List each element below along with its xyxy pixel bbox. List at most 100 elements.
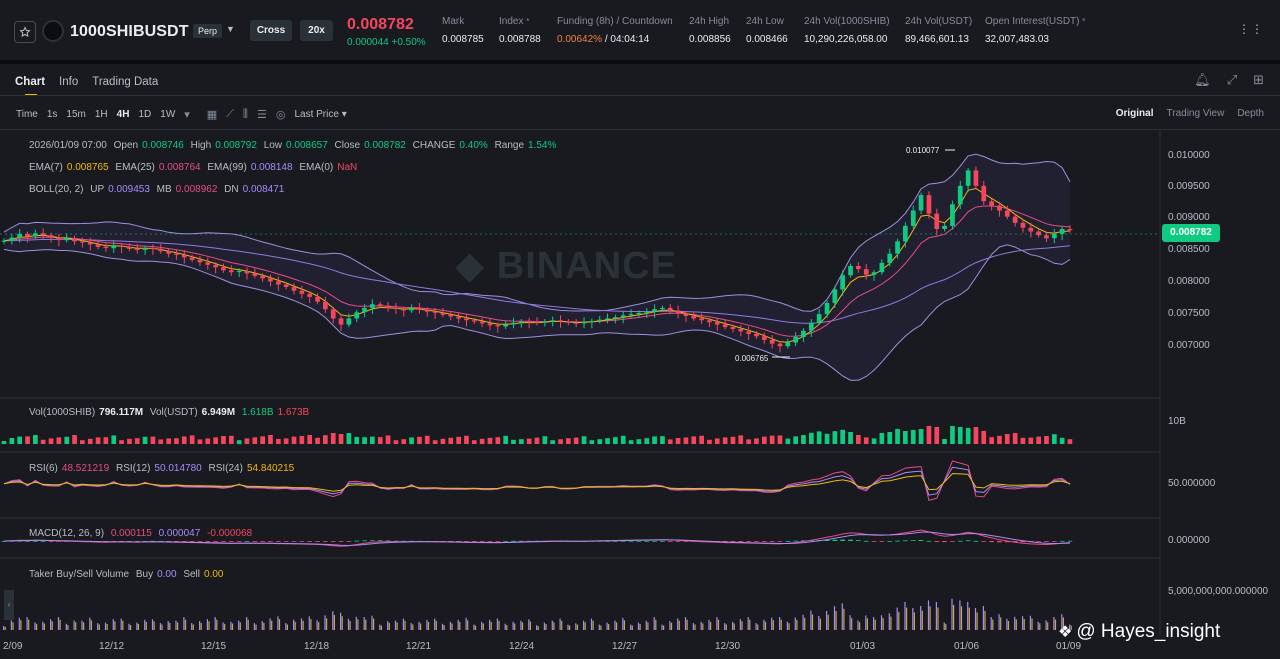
candle-body [72, 238, 77, 242]
taker-buy-bar [543, 622, 545, 630]
volume-bar [448, 437, 454, 444]
candle-body [354, 312, 360, 319]
more-icon[interactable]: ⋮⋮ [1238, 22, 1264, 36]
symbol-name[interactable]: 1000SHIBUSDT [70, 23, 189, 40]
tab-info[interactable]: Info [59, 76, 79, 88]
candle-body [95, 244, 101, 247]
taker-buy-bar [355, 616, 357, 630]
volume-bar [511, 439, 516, 444]
candle-body [64, 238, 70, 241]
interval-1s[interactable]: 1s [46, 109, 58, 120]
candle-body [895, 241, 900, 254]
margin-mode-button[interactable]: Cross [250, 20, 292, 41]
favorite-star-icon[interactable] [14, 21, 36, 43]
taker-buy-bar [26, 617, 28, 630]
interval-1h[interactable]: 1H [94, 109, 108, 120]
taker-sell-bar [655, 619, 657, 630]
date-label: 12/15 [201, 641, 227, 652]
taker-sell-bar [796, 620, 798, 630]
expand-left-icon[interactable]: ‹ [4, 590, 14, 620]
stat-24h-vol-coin: 24h Vol(1000SHIB) 10,290,226,058.00 [804, 16, 890, 45]
volume-bar [432, 440, 438, 444]
interval-dropdown-icon[interactable]: ▾ [184, 109, 190, 121]
macd-hist-bar [785, 541, 791, 542]
settings-sliders-icon[interactable]: ☰ [256, 109, 267, 121]
candle-body [33, 233, 38, 237]
taker-buy-bar [849, 615, 851, 630]
symbol-dropdown-icon[interactable]: ▼ [226, 24, 235, 34]
volume-bar [276, 439, 281, 444]
candle-body [424, 309, 430, 312]
taker-sell-bar [255, 624, 257, 630]
ema99-line [3, 238, 1071, 324]
macd-hist-bar [1004, 541, 1010, 543]
volume-bar [801, 435, 806, 444]
interval-4h[interactable]: 4H [116, 109, 130, 120]
taker-sell-bar [231, 623, 234, 630]
candle-body [910, 210, 916, 226]
taker-buy-bar [708, 619, 710, 630]
target-icon[interactable]: ◎ [275, 109, 286, 121]
time-label[interactable]: Time [16, 109, 38, 120]
taker-sell-bar [866, 618, 868, 630]
taker-sell-bar [545, 624, 547, 630]
candle-body [158, 248, 164, 252]
date-label: 01/06 [954, 641, 980, 652]
candle-type-icon[interactable]: ⫼ [242, 108, 248, 120]
tab-chart[interactable]: Chart [15, 76, 46, 88]
taker-sell-bar [953, 605, 955, 630]
interval-15m[interactable]: 15m [66, 109, 86, 120]
candle-body [307, 293, 312, 297]
expand-icon[interactable]: ⤢ [1226, 72, 1238, 87]
candle-body [393, 307, 399, 310]
taker-sell-bar [451, 623, 453, 630]
taker-buy-bar [489, 619, 491, 630]
candle-body [315, 296, 320, 302]
alert-bell-icon[interactable]: 🔔︎ [1194, 72, 1211, 87]
volume-bar [597, 439, 603, 444]
date-label: 12/30 [715, 641, 741, 652]
taker-buy-bar [340, 612, 342, 630]
interval-1w[interactable]: 1W [160, 109, 176, 120]
volume-bar [691, 436, 697, 444]
calendar-icon[interactable]: ▦ [206, 109, 218, 121]
price-type-select[interactable]: Last Price ▾ [294, 109, 347, 120]
rsi24-line [3, 473, 1071, 492]
tab-trading-data[interactable]: Trading Data [92, 76, 159, 88]
taker-sell-bar [177, 622, 179, 630]
volume-bar [370, 436, 375, 444]
macd-hist-bar [660, 540, 665, 542]
leverage-button[interactable]: 20x [300, 20, 333, 41]
macd-hist-bar [189, 541, 195, 542]
candle-body [526, 321, 532, 323]
volume-bar [879, 433, 885, 444]
view-original[interactable]: Original [1115, 108, 1154, 119]
taker-sell-bar [349, 621, 351, 630]
indicator-icon[interactable]: ⟋ [226, 108, 234, 120]
stat-open-interest[interactable]: Open Interest(USDT) * 32,007,483.03 [985, 16, 1086, 45]
taker-sell-bar [843, 608, 845, 630]
taker-buy-bar [402, 618, 404, 630]
view-depth[interactable]: Depth [1237, 108, 1264, 119]
view-trading-view[interactable]: Trading View [1166, 108, 1225, 119]
grid-layout-icon[interactable]: ⊞ [1253, 72, 1264, 87]
macd-hist-bar [205, 541, 211, 542]
candle-body [448, 314, 454, 317]
candle-body [997, 205, 1002, 211]
candle-body [276, 281, 281, 285]
macd-hist-bar [229, 541, 234, 542]
taker-buy-bar [191, 623, 193, 630]
taker-buy-bar [810, 610, 812, 630]
volume-bar [393, 440, 399, 444]
candle-body [675, 310, 681, 314]
volume-bar [714, 438, 720, 444]
macd-hist-bar [291, 541, 297, 542]
stat-index[interactable]: Index * 0.008788 [499, 16, 541, 45]
candle-body [409, 307, 414, 311]
volume-bar [471, 440, 477, 444]
candle-body [714, 322, 720, 325]
taker-buy-bar [1006, 618, 1008, 630]
interval-1d[interactable]: 1D [138, 109, 152, 120]
volume-bar [440, 438, 446, 444]
